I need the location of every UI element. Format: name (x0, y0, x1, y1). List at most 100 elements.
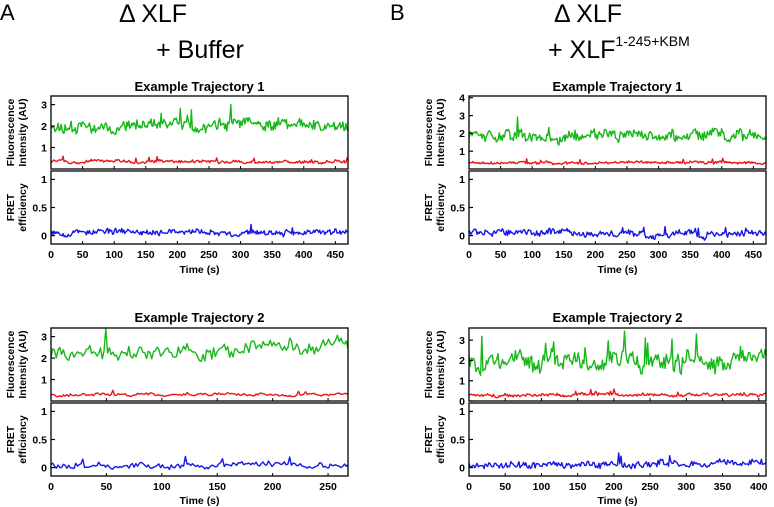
condition-b-main: + XLF (548, 36, 615, 64)
trajectory-chart-4: Example Trajectory 2 Fluorescence Intensit… (423, 310, 768, 507)
xtick-label: 250 (641, 481, 659, 493)
xtick-label: 0 (466, 481, 472, 493)
intensity-ytick-label: 1 (41, 374, 47, 386)
chart-title: Example Trajectory 1 (552, 79, 682, 94)
trajectory-chart-3: Example Trajectory 2 Fluorescence Intensit… (5, 310, 349, 507)
fret-ytick-label: 1 (41, 406, 47, 418)
fret-ylabel-line1: FRET (5, 425, 17, 453)
intensity-axes-frame (50, 327, 349, 402)
fret-series-1 (468, 452, 767, 470)
condition-b-line1: Δ XLF (554, 0, 622, 28)
xtick-label: 300 (232, 249, 250, 261)
chart-title: Example Trajectory 2 (552, 310, 682, 325)
xtick-label: 200 (605, 481, 623, 493)
fret-series-1 (50, 223, 349, 238)
intensity-ytick-label: 2 (459, 128, 465, 140)
fret-ytick-label: 0.5 (450, 434, 465, 446)
intensity-ylabel-line2: Intensity (AU) (17, 330, 29, 398)
xtick-label: 200 (169, 249, 187, 261)
fret-ylabel-line1: FRET (5, 193, 17, 221)
x-axis-label: Time (s) (597, 264, 637, 276)
intensity-ytick-label: 1 (41, 142, 47, 154)
intensity-series-1 (468, 330, 767, 377)
intensity-ytick-label: 3 (41, 99, 47, 111)
fret-ytick-label: 0 (459, 462, 465, 474)
fret-ytick-label: 1 (41, 174, 47, 186)
xtick-label: 50 (77, 249, 89, 261)
xtick-label: 300 (650, 249, 668, 261)
xtick-label: 50 (495, 249, 507, 261)
xtick-label: 0 (48, 249, 54, 261)
xtick-label: 300 (678, 481, 696, 493)
xtick-label: 0 (48, 481, 54, 493)
chart-title: Example Trajectory 1 (134, 79, 264, 94)
intensity-axes-frame (468, 95, 767, 170)
condition-a-line1: Δ XLF (119, 0, 187, 28)
intensity-ytick-label: 3 (459, 335, 465, 347)
intensity-axes-frame (50, 95, 349, 170)
condition-a-line2: + Buffer (156, 36, 244, 64)
xtick-label: 450 (745, 249, 763, 261)
xtick-label: 200 (587, 249, 605, 261)
xtick-label: 0 (466, 249, 472, 261)
panel-letter-b: B (390, 0, 405, 25)
fret-ytick-label: 1 (459, 174, 465, 186)
intensity-ytick-label: 3 (41, 331, 47, 343)
fret-ylabel-line2: efficiency (17, 183, 29, 232)
x-axis-label: Time (s) (179, 264, 219, 276)
intensity-ytick-label: 3 (459, 110, 465, 122)
intensity-ytick-label: 1 (459, 146, 465, 158)
intensity-series-2 (50, 155, 349, 165)
x-axis-label: Time (s) (179, 495, 219, 507)
xtick-label: 100 (105, 249, 123, 261)
xtick-label: 400 (713, 249, 731, 261)
xtick-label: 150 (555, 249, 573, 261)
intensity-ylabel-line2: Intensity (AU) (435, 330, 447, 398)
xtick-label: 150 (208, 481, 226, 493)
fret-ylabel-line1: FRET (423, 425, 435, 453)
fret-ylabel-line1: FRET (423, 193, 435, 221)
intensity-ylabel-line2: Intensity (AU) (435, 98, 447, 166)
xtick-label: 250 (200, 249, 218, 261)
intensity-series-1 (50, 103, 349, 136)
intensity-ytick-label: 4 (459, 93, 465, 105)
intensity-series-2 (50, 389, 349, 398)
intensity-ylabel-line1: Fluorescence (423, 330, 435, 398)
fret-ylabel-line2: efficiency (435, 183, 447, 232)
intensity-ytick-label: 1 (459, 376, 465, 388)
xtick-label: 350 (714, 481, 732, 493)
xtick-label: 350 (263, 249, 281, 261)
xtick-label: 50 (101, 481, 113, 493)
fret-ytick-label: 0.5 (32, 202, 47, 214)
xtick-label: 100 (523, 249, 541, 261)
xtick-label: 350 (681, 249, 699, 261)
intensity-ytick-label: 0 (459, 396, 465, 408)
xtick-label: 400 (295, 249, 313, 261)
fret-ytick-label: 0 (41, 462, 47, 474)
fret-ytick-label: 0.5 (32, 434, 47, 446)
intensity-axes-frame (468, 327, 767, 402)
fret-ytick-label: 0.5 (450, 202, 465, 214)
fret-ylabel-line2: efficiency (17, 415, 29, 464)
xtick-label: 250 (618, 249, 636, 261)
trajectory-chart-2: Example Trajectory 1 Fluorescence Intensit… (423, 79, 767, 276)
condition-b-line2: + XLF1-245+KBM (548, 33, 690, 64)
xtick-label: 100 (533, 481, 551, 493)
xtick-label: 250 (319, 481, 337, 493)
xtick-label: 450 (327, 249, 345, 261)
intensity-ylabel-line2: Intensity (AU) (17, 98, 29, 166)
fret-series-1 (50, 455, 349, 471)
intensity-ylabel-line1: Fluorescence (5, 98, 17, 166)
fret-ylabel-line2: efficiency (435, 415, 447, 464)
chart-title: Example Trajectory 2 (134, 310, 264, 325)
fret-ytick-label: 0 (41, 230, 47, 242)
xtick-label: 50 (499, 481, 511, 493)
xtick-label: 400 (750, 481, 768, 493)
fret-ytick-label: 0 (459, 230, 465, 242)
trajectory-chart-1: Example Trajectory 1 Fluorescence Intensit… (5, 79, 349, 276)
intensity-ylabel-line1: Fluorescence (5, 330, 17, 398)
intensity-ylabel-line1: Fluorescence (423, 98, 435, 166)
intensity-ytick-label: 2 (41, 121, 47, 133)
